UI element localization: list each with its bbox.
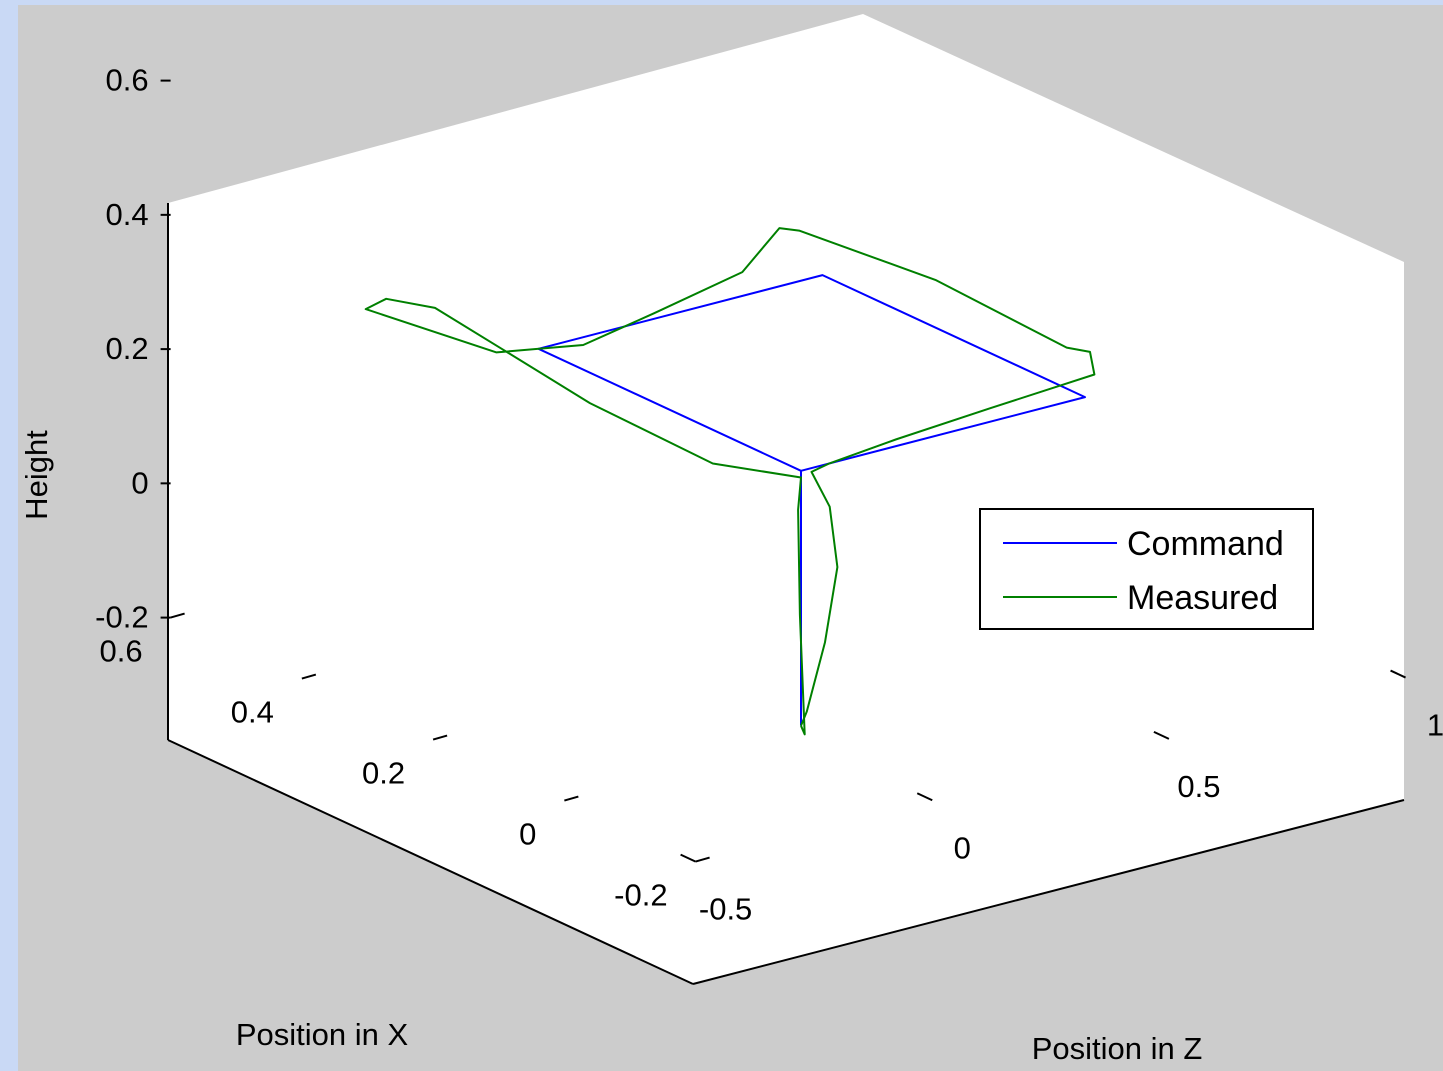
x-tick-label: -0.2 bbox=[614, 878, 667, 913]
x-tick-mark bbox=[301, 673, 317, 680]
series-layer bbox=[364, 227, 1096, 736]
z-tick-mark bbox=[916, 792, 933, 802]
height-tick-label: -0.2 bbox=[95, 600, 148, 635]
axes-background bbox=[168, 14, 1404, 984]
height-tick-label: 0.6 bbox=[105, 63, 148, 98]
height-axis-title: Height bbox=[19, 430, 54, 520]
z-axis-title: Position in Z bbox=[1032, 1031, 1203, 1066]
x-tick-mark bbox=[432, 734, 448, 741]
z-tick-label: 1 bbox=[1427, 708, 1443, 743]
x-tick-label: 0.2 bbox=[362, 756, 405, 791]
z-tick-mark bbox=[680, 853, 697, 863]
x-tick-mark bbox=[170, 612, 185, 619]
legend: Command Measured bbox=[979, 508, 1314, 630]
z-tick-mark bbox=[1390, 669, 1406, 679]
x-tick-mark bbox=[695, 856, 710, 863]
z-tick-label: -0.5 bbox=[699, 892, 752, 927]
x-tick-mark bbox=[564, 795, 579, 802]
height-tick-label: 0 bbox=[131, 465, 148, 500]
x-tick-label: 0.6 bbox=[99, 634, 142, 669]
legend-box bbox=[979, 508, 1314, 630]
height-axis-ticks: 0.6 0.4 0.2 0 -0.2 bbox=[95, 63, 171, 635]
z-axis-ticks: -0.5 0 0.5 1 bbox=[680, 669, 1443, 927]
x-tick-label: 0.4 bbox=[231, 695, 274, 730]
x-tick-label: 0 bbox=[519, 817, 536, 852]
z-tick-label: 0 bbox=[954, 830, 971, 865]
series-line-command bbox=[537, 274, 1086, 726]
height-tick-label: 0.2 bbox=[105, 331, 148, 366]
height-tick-label: 0.4 bbox=[105, 197, 148, 232]
legend-measured-label: Measured bbox=[1127, 579, 1278, 617]
x-axis-ticks: 0.6 0.4 0.2 0 -0.2 bbox=[99, 612, 710, 913]
z-axis-line bbox=[692, 799, 1405, 985]
series-line-measured bbox=[364, 227, 1096, 736]
z-tick-label: 0.5 bbox=[1177, 769, 1220, 804]
x-axis-line bbox=[167, 739, 694, 985]
legend-command-label: Command bbox=[1127, 525, 1284, 563]
x-axis-title: Position in X bbox=[236, 1017, 409, 1052]
z-tick-mark bbox=[1153, 730, 1170, 740]
